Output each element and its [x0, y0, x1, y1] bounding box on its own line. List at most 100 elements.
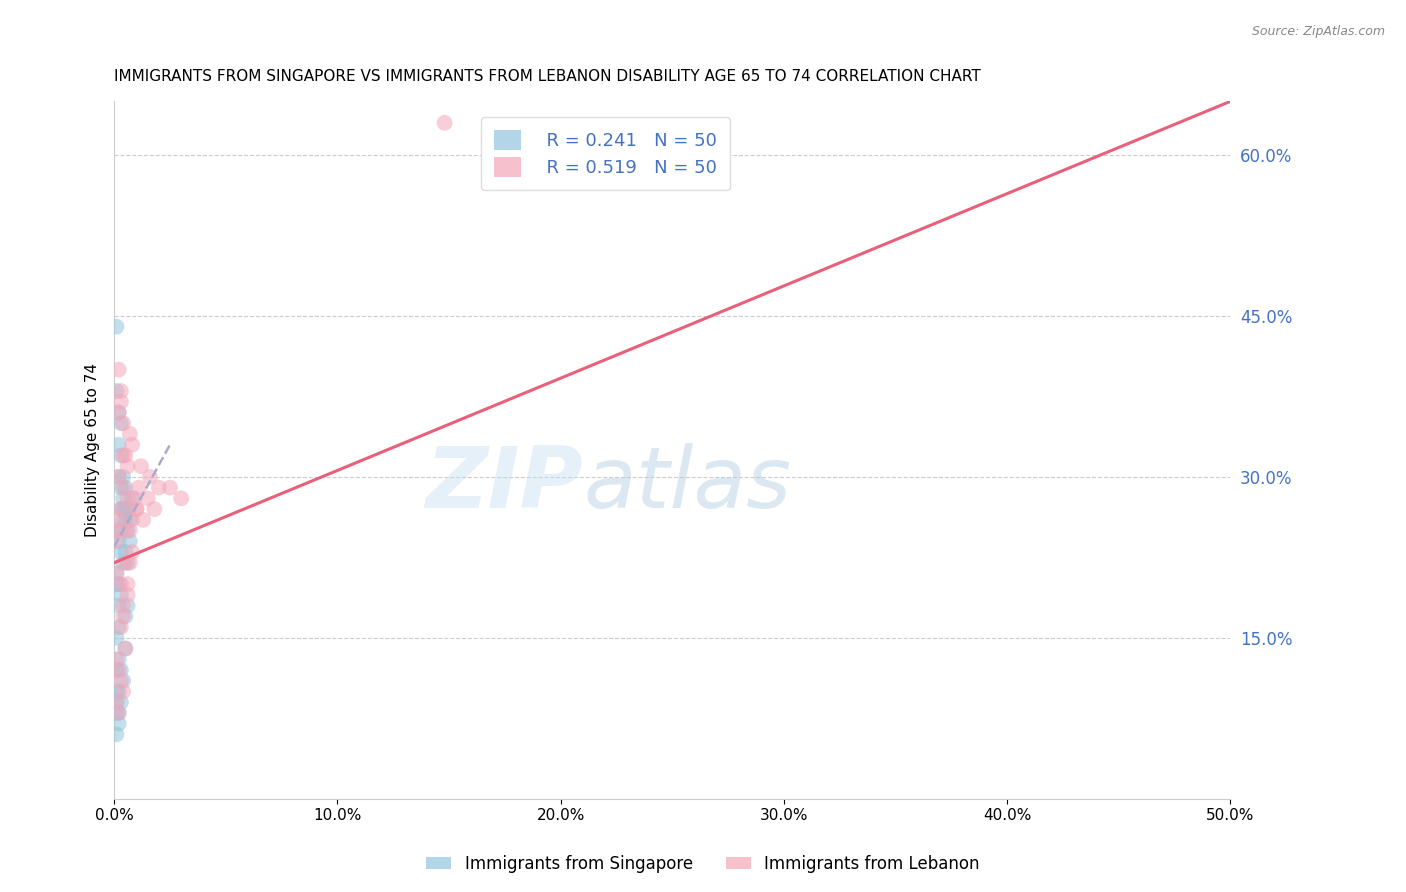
Point	[110, 524, 132, 538]
Point	[107, 405, 129, 419]
Point	[107, 470, 129, 484]
Point	[105, 695, 128, 709]
Point	[114, 641, 136, 656]
Point	[110, 545, 132, 559]
Point	[105, 706, 128, 720]
Point	[114, 556, 136, 570]
Point	[114, 524, 136, 538]
Point	[105, 727, 128, 741]
Point	[117, 502, 139, 516]
Point	[112, 491, 135, 506]
Point	[128, 481, 150, 495]
Point	[105, 566, 128, 581]
Point	[129, 459, 152, 474]
Point	[132, 513, 155, 527]
Point	[117, 588, 139, 602]
Point	[107, 470, 129, 484]
Legend: Immigrants from Singapore, Immigrants from Lebanon: Immigrants from Singapore, Immigrants fr…	[419, 848, 987, 880]
Legend:   R = 0.241   N = 50,   R = 0.519   N = 50: R = 0.241 N = 50, R = 0.519 N = 50	[481, 118, 730, 190]
Point	[105, 524, 128, 538]
Point	[110, 588, 132, 602]
Point	[107, 706, 129, 720]
Point	[107, 652, 129, 666]
Point	[110, 577, 132, 591]
Point	[139, 470, 162, 484]
Point	[110, 449, 132, 463]
Point	[110, 673, 132, 688]
Point	[117, 491, 139, 506]
Point	[114, 545, 136, 559]
Point	[107, 663, 129, 677]
Point	[117, 599, 139, 613]
Point	[105, 566, 128, 581]
Point	[170, 491, 193, 506]
Point	[110, 416, 132, 430]
Point	[114, 449, 136, 463]
Point	[112, 599, 135, 613]
Point	[112, 556, 135, 570]
Point	[110, 663, 132, 677]
Point	[107, 362, 129, 376]
Point	[118, 534, 141, 549]
Point	[107, 716, 129, 731]
Point	[107, 534, 129, 549]
Point	[114, 481, 136, 495]
Point	[114, 641, 136, 656]
Point	[110, 502, 132, 516]
Point	[105, 319, 128, 334]
Point	[105, 524, 128, 538]
Point	[112, 470, 135, 484]
Point	[112, 481, 135, 495]
Point	[107, 513, 129, 527]
Point	[112, 684, 135, 698]
Point	[107, 620, 129, 634]
Point	[110, 394, 132, 409]
Point	[105, 631, 128, 645]
Point	[107, 438, 129, 452]
Point	[114, 609, 136, 624]
Point	[110, 481, 132, 495]
Point	[121, 491, 143, 506]
Point	[124, 491, 146, 506]
Point	[105, 695, 128, 709]
Point	[110, 384, 132, 398]
Text: atlas: atlas	[583, 443, 792, 526]
Point	[107, 684, 129, 698]
Point	[105, 684, 128, 698]
Point	[112, 609, 135, 624]
Point	[112, 502, 135, 516]
Point	[125, 502, 148, 516]
Text: ZIP: ZIP	[426, 443, 583, 526]
Text: IMMIGRANTS FROM SINGAPORE VS IMMIGRANTS FROM LEBANON DISABILITY AGE 65 TO 74 COR: IMMIGRANTS FROM SINGAPORE VS IMMIGRANTS …	[114, 69, 981, 84]
Point	[118, 513, 141, 527]
Point	[118, 556, 141, 570]
Point	[114, 502, 136, 516]
Point	[105, 577, 128, 591]
Point	[112, 416, 135, 430]
Point	[159, 481, 181, 495]
Point	[105, 652, 128, 666]
Point	[105, 534, 128, 549]
Point	[110, 620, 132, 634]
Point	[136, 491, 159, 506]
Point	[105, 384, 128, 398]
Point	[112, 673, 135, 688]
Point	[107, 577, 129, 591]
Point	[121, 438, 143, 452]
Point	[110, 695, 132, 709]
Point	[143, 502, 166, 516]
Point	[107, 599, 129, 613]
Point	[114, 513, 136, 527]
Point	[148, 481, 170, 495]
Y-axis label: Disability Age 65 to 74: Disability Age 65 to 74	[86, 363, 100, 537]
Point	[107, 706, 129, 720]
Point	[121, 545, 143, 559]
Point	[105, 663, 128, 677]
Point	[121, 513, 143, 527]
Point	[117, 577, 139, 591]
Point	[433, 116, 456, 130]
Point	[107, 405, 129, 419]
Point	[125, 502, 148, 516]
Point	[117, 524, 139, 538]
Point	[112, 513, 135, 527]
